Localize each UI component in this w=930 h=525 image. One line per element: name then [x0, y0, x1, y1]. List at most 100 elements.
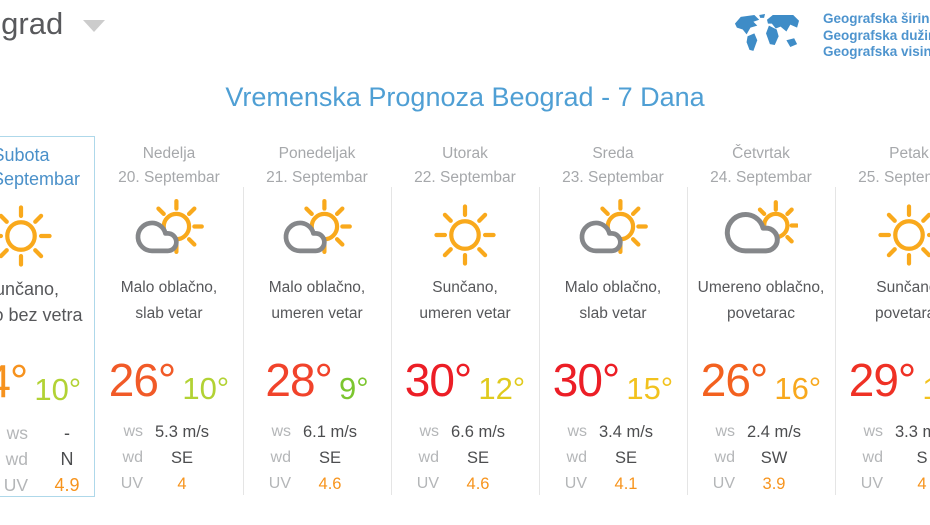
wind-direction-value: SW [760, 449, 788, 467]
sunny-icon [872, 198, 930, 272]
temperatures: 30° 12° [391, 353, 539, 406]
day-name: Subota [0, 145, 50, 165]
wind-speed-row: ws 6.6 m/s [391, 419, 539, 445]
high-temp: 26° [700, 354, 769, 406]
uv-row: UV 4.6 [391, 471, 539, 497]
day-name: Sreda [592, 145, 634, 162]
day-name: Petak [889, 145, 929, 162]
day-card[interactable]: Petak 25. Septembar Sunčano, povetarac 2… [835, 136, 930, 497]
day-date: 24. Septembar [710, 169, 812, 186]
city-selector[interactable]: Beograd [0, 6, 106, 42]
temperatures: 24° 10° [0, 354, 94, 407]
wind-speed-row: ws - [0, 420, 94, 446]
wind-speed-label: ws [123, 423, 143, 440]
geo-coordinates: Geografska širina: Geografska dužina: Ge… [823, 11, 930, 61]
uv-row: UV 4.9 [0, 472, 94, 498]
wind-direction-row: wd SE [243, 445, 391, 471]
low-temp: 13° [922, 371, 930, 407]
condition-text: Malo oblačno, slab vetar [95, 275, 243, 327]
day-card[interactable]: Nedelja 20. Septembar Malo oblačno, slab… [95, 136, 243, 497]
wind-speed-row: ws 6.1 m/s [243, 419, 391, 445]
partly-cloudy-icon [576, 198, 650, 272]
stats-block: ws 5.3 m/s wd SE UV 4 [95, 419, 243, 497]
day-date: 20. Septembar [118, 169, 220, 186]
stats-block: ws 6.1 m/s wd SE UV 4.6 [243, 419, 391, 497]
stats-block: ws 3.3 m/s wd S UV 4 [835, 419, 930, 497]
wind-direction-label: wd [714, 449, 735, 466]
wind-speed-value: 3.3 m/s [894, 423, 930, 441]
condition-line2: umeren vetar [419, 305, 511, 322]
wind-speed-row: ws 3.4 m/s [539, 419, 687, 445]
sunny-icon [428, 198, 502, 272]
wind-direction-label: wd [270, 449, 291, 466]
uv-value: 4.6 [318, 475, 342, 493]
high-temp: 24° [0, 355, 28, 407]
condition-line1: Umereno oblačno, [697, 279, 825, 296]
condition-line2: slab vetar [135, 305, 203, 322]
wind-direction-label: wd [566, 449, 587, 466]
condition-line1: Sunčano, [432, 279, 498, 296]
uv-label: UV [120, 475, 143, 492]
condition-line1: Malo oblačno, [268, 279, 366, 296]
condition-line2: povetarac [726, 305, 796, 322]
geo-altitude-label: Geografska visina: [823, 44, 930, 59]
high-temp: 26° [108, 354, 177, 406]
condition-text: Sunčano, povetarac [835, 275, 930, 327]
condition-text: Sunčano, umeren vetar [391, 275, 539, 327]
partly-cloudy-icon [132, 198, 206, 272]
geo-longitude-label: Geografska dužina: [823, 27, 930, 43]
wind-speed-row: ws 3.3 m/s [835, 419, 930, 445]
condition-text: Umereno oblačno, povetarac [687, 275, 835, 327]
wind-direction-value: N [60, 449, 74, 469]
chevron-down-icon[interactable] [83, 20, 106, 32]
mostly-cloudy-icon [724, 198, 798, 272]
wind-speed-value: 5.3 m/s [154, 423, 210, 441]
day-card[interactable]: Četvrtak 24. Septembar Umereno oblačno, … [687, 136, 835, 497]
uv-label: UV [860, 475, 883, 492]
uv-label: UV [712, 475, 735, 492]
condition-line1: Sunčano, [876, 279, 930, 296]
temperatures: 29° 13° [835, 353, 930, 406]
day-name: Ponedeljak [278, 145, 356, 162]
condition-text: Malo oblačno, umeren vetar [243, 275, 391, 327]
high-temp: 30° [404, 354, 473, 406]
day-date: 25. Septembar [858, 169, 930, 186]
uv-label: UV [3, 475, 28, 495]
wind-direction-row: wd S [835, 445, 930, 471]
condition-line2: umeren vetar [271, 305, 363, 322]
condition-line1: Sunčano, [0, 279, 60, 299]
stats-block: ws 6.6 m/s wd SE UV 4.6 [391, 419, 539, 497]
low-temp: 15° [626, 371, 674, 406]
day-card[interactable]: Subota 19. Septembar Sunčano, skoro bez … [0, 136, 95, 497]
uv-row: UV 4 [95, 471, 243, 497]
temperatures: 26° 10° [95, 353, 243, 406]
wind-direction-row: wd SW [687, 445, 835, 471]
wind-speed-label: ws [715, 423, 735, 440]
wind-speed-value: 6.6 m/s [450, 423, 506, 441]
wind-direction-label: wd [5, 449, 28, 469]
forecast-row: Subota 19. Septembar Sunčano, skoro bez … [0, 136, 930, 497]
wind-speed-value: - [64, 423, 70, 443]
wind-direction-row: wd SE [539, 445, 687, 471]
wind-direction-value: S [916, 449, 928, 467]
temperatures: 28° 9° [243, 353, 391, 406]
wind-speed-row: ws 5.3 m/s [95, 419, 243, 445]
wind-speed-row: ws 2.4 m/s [687, 419, 835, 445]
world-map-icon [733, 13, 801, 57]
day-date: 21. Septembar [266, 169, 368, 186]
day-card[interactable]: Utorak 22. Septembar Sunčano, umeren vet… [391, 136, 539, 497]
day-date: 19. Septembar [0, 169, 81, 189]
temperatures: 26° 16° [687, 353, 835, 406]
wind-direction-label: wd [122, 449, 143, 466]
city-name: Beograd [0, 6, 64, 41]
day-card[interactable]: Sreda 23. Septembar Malo oblačno, slab v… [539, 136, 687, 497]
sunny-icon [0, 199, 58, 273]
stats-block: ws 2.4 m/s wd SW UV 3.9 [687, 419, 835, 497]
condition-text: Sunčano, skoro bez vetra [0, 276, 94, 328]
wind-direction-row: wd N [0, 446, 94, 472]
wind-speed-label: ws [271, 423, 291, 440]
high-temp: 28° [265, 354, 333, 406]
uv-value: 4 [917, 475, 927, 493]
day-card[interactable]: Ponedeljak 21. Septembar Malo oblačno, u… [243, 136, 391, 497]
wind-direction-label: wd [418, 449, 439, 466]
